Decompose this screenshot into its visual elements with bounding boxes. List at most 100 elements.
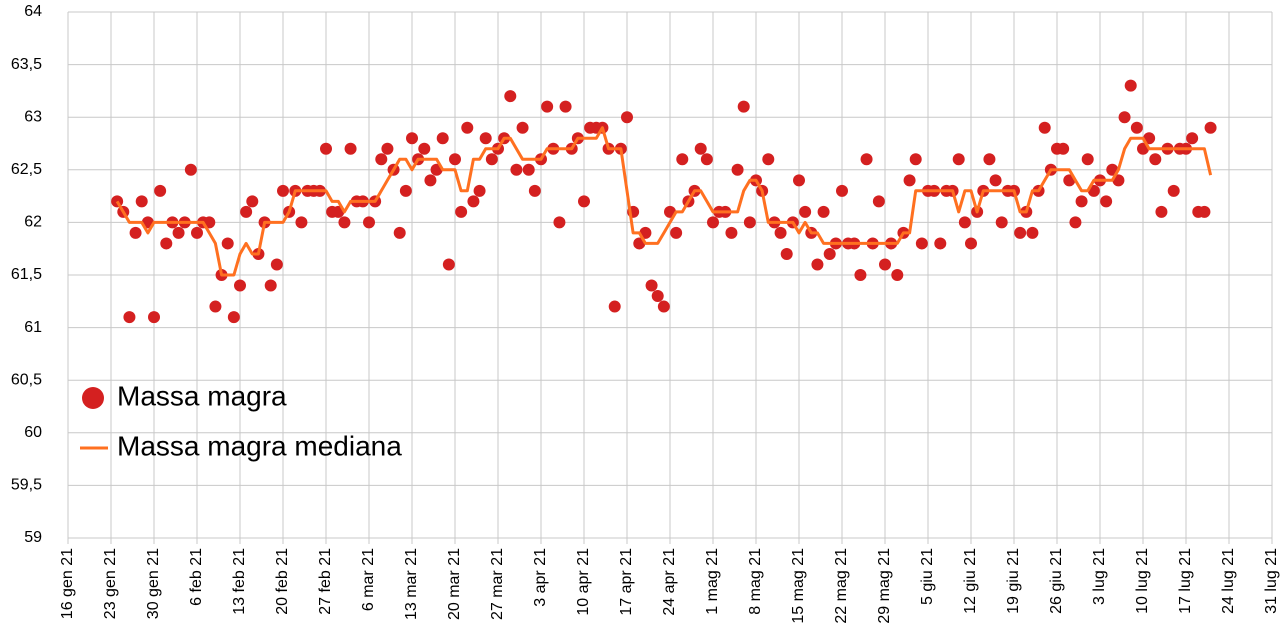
legend-marker — [82, 387, 104, 409]
data-point — [811, 258, 824, 271]
y-tick-label: 64 — [24, 3, 42, 20]
data-point — [436, 132, 449, 145]
data-point — [559, 100, 572, 113]
data-point — [854, 269, 867, 281]
x-tick-label: 6 feb 21 — [188, 548, 205, 606]
x-tick-label: 17 lug 21 — [1177, 548, 1194, 614]
data-point — [879, 258, 891, 271]
data-point — [461, 121, 474, 134]
data-point — [891, 269, 904, 281]
y-tick-label: 61,5 — [11, 266, 42, 283]
data-point — [455, 205, 468, 218]
data-point — [277, 184, 289, 197]
data-point — [707, 216, 719, 229]
data-point — [780, 247, 793, 260]
data-point — [1069, 216, 1082, 229]
x-tick-label: 20 mar 21 — [446, 548, 463, 620]
x-tick-label: 12 giu 21 — [962, 548, 979, 614]
data-point — [1057, 142, 1070, 155]
data-point — [965, 237, 977, 250]
y-tick-label: 61 — [24, 319, 42, 336]
data-point — [1155, 205, 1168, 218]
x-tick-label: 23 gen 21 — [102, 548, 119, 619]
x-tick-label: 19 giu 21 — [1005, 548, 1022, 614]
data-point — [952, 153, 965, 166]
data-point — [191, 226, 203, 239]
x-tick-label: 22 mag 21 — [833, 548, 850, 624]
x-tick-label: 30 gen 21 — [145, 548, 162, 619]
x-tick-label: 10 lug 21 — [1134, 548, 1151, 614]
data-point — [872, 195, 885, 208]
data-point — [344, 142, 357, 155]
data-point — [1075, 195, 1088, 208]
data-point — [651, 290, 664, 303]
x-tick-label: 24 lug 21 — [1220, 548, 1237, 614]
data-point — [608, 300, 621, 313]
data-point — [1014, 226, 1027, 239]
data-point — [240, 205, 253, 218]
data-point — [135, 195, 148, 208]
x-tick-label: 20 feb 21 — [274, 548, 291, 615]
data-point — [320, 142, 332, 155]
data-point — [467, 195, 480, 208]
x-tick-label: 13 feb 21 — [231, 548, 248, 615]
data-point — [246, 195, 259, 208]
y-tick-label: 60 — [24, 424, 42, 441]
data-point — [578, 195, 590, 208]
data-point — [1149, 153, 1162, 166]
x-tick-label: 6 mar 21 — [360, 548, 377, 611]
data-point — [449, 153, 461, 166]
y-tick-label: 59 — [24, 529, 42, 546]
data-point — [424, 174, 437, 187]
x-tick-label: 27 mar 21 — [489, 548, 506, 620]
data-point — [860, 153, 873, 166]
data-point — [793, 174, 805, 187]
x-tick-label: 13 mar 21 — [403, 548, 420, 620]
data-point — [381, 142, 394, 155]
data-point — [903, 174, 916, 187]
x-tick-label: 3 lug 21 — [1091, 548, 1108, 605]
data-point — [406, 132, 418, 145]
median-line — [115, 126, 1213, 277]
data-point — [1198, 205, 1211, 218]
data-point — [1186, 132, 1199, 145]
data-point — [983, 153, 996, 166]
data-point — [989, 174, 1002, 187]
data-point — [154, 184, 167, 197]
data-point — [836, 184, 848, 197]
data-point — [264, 279, 277, 292]
legend-label: Massa magra — [117, 380, 287, 411]
data-point — [1124, 79, 1137, 92]
data-point — [528, 184, 541, 197]
data-point — [129, 226, 142, 239]
data-point — [645, 279, 658, 292]
data-point — [160, 237, 173, 250]
x-tick-label: 15 mag 21 — [790, 548, 807, 624]
data-point — [295, 216, 308, 229]
data-point — [1130, 121, 1143, 134]
x-tick-label: 1 mag 21 — [704, 548, 721, 615]
data-point — [516, 121, 529, 134]
data-point — [338, 216, 351, 229]
data-point — [148, 311, 160, 324]
y-tick-label: 60,5 — [11, 371, 42, 388]
x-tick-label: 31 lug 21 — [1263, 548, 1280, 614]
data-point — [553, 216, 566, 229]
data-point — [522, 163, 535, 176]
x-tick-label: 24 apr 21 — [661, 548, 678, 616]
data-point — [694, 142, 707, 155]
x-tick-label: 16 gen 21 — [59, 548, 76, 619]
y-tick-label: 59,5 — [11, 477, 42, 494]
data-point — [743, 216, 756, 229]
data-point — [657, 300, 670, 313]
x-tick-label: 10 apr 21 — [575, 548, 592, 616]
data-point — [393, 226, 406, 239]
data-point — [479, 132, 492, 145]
data-point — [184, 163, 197, 176]
data-point — [418, 142, 431, 155]
y-tick-label: 62,5 — [11, 161, 42, 178]
data-point — [909, 153, 922, 166]
data-point — [541, 100, 554, 113]
data-point — [1204, 121, 1217, 134]
